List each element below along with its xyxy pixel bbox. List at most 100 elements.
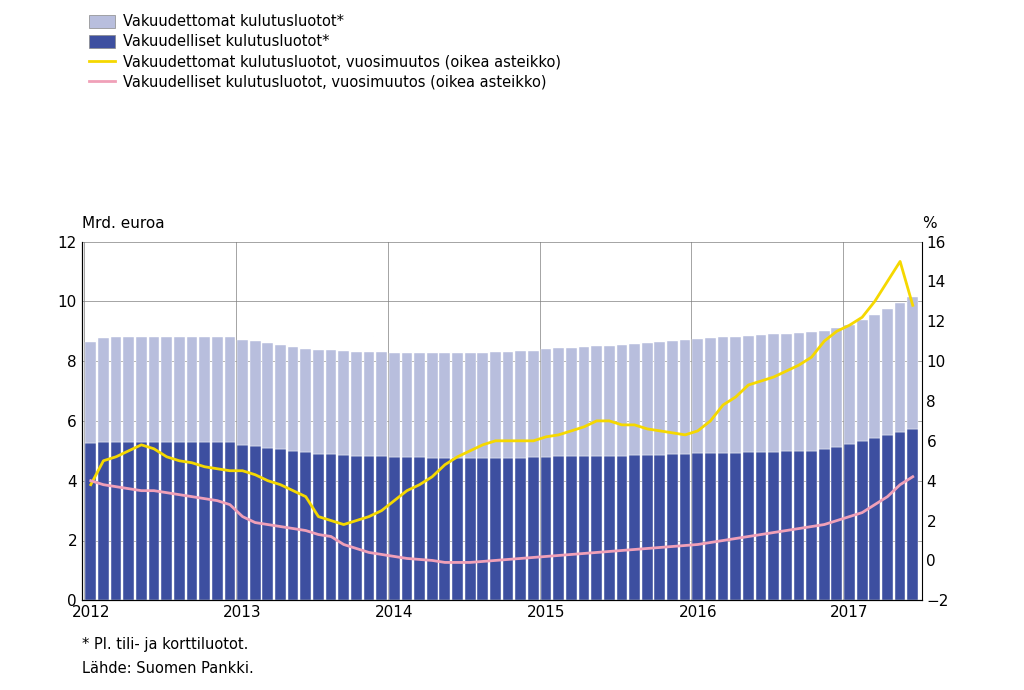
- Bar: [768, 452, 779, 600]
- Bar: [642, 455, 652, 600]
- Bar: [148, 442, 160, 600]
- Bar: [806, 333, 817, 451]
- Bar: [503, 351, 513, 457]
- Bar: [427, 457, 437, 600]
- Bar: [718, 453, 728, 600]
- Bar: [123, 337, 134, 442]
- Bar: [85, 443, 96, 600]
- Bar: [743, 453, 754, 600]
- Bar: [288, 451, 298, 600]
- Bar: [756, 452, 766, 600]
- Bar: [528, 351, 539, 457]
- Bar: [326, 455, 337, 600]
- Bar: [465, 458, 475, 600]
- Bar: [389, 457, 399, 600]
- Bar: [224, 442, 236, 600]
- Bar: [541, 457, 551, 600]
- Bar: [730, 337, 741, 453]
- Bar: [275, 449, 286, 600]
- Bar: [212, 442, 222, 600]
- Bar: [351, 456, 361, 600]
- Bar: [743, 336, 754, 453]
- Bar: [490, 458, 501, 600]
- Bar: [313, 350, 324, 454]
- Bar: [706, 453, 716, 600]
- Bar: [654, 342, 666, 455]
- Bar: [186, 442, 198, 600]
- Bar: [667, 455, 678, 600]
- Bar: [515, 457, 526, 600]
- Bar: [882, 435, 893, 600]
- Bar: [616, 455, 628, 600]
- Bar: [376, 352, 387, 456]
- Bar: [200, 337, 210, 442]
- Bar: [654, 455, 666, 600]
- Bar: [250, 341, 260, 446]
- Bar: [439, 353, 451, 458]
- Bar: [806, 451, 817, 600]
- Bar: [136, 337, 146, 442]
- Bar: [453, 458, 463, 600]
- Bar: [604, 456, 614, 600]
- Bar: [794, 333, 804, 451]
- Bar: [275, 345, 286, 449]
- Bar: [882, 309, 893, 435]
- Bar: [186, 337, 198, 442]
- Bar: [490, 353, 501, 458]
- Bar: [401, 457, 413, 600]
- Bar: [629, 455, 640, 600]
- Bar: [768, 334, 779, 452]
- Text: %: %: [923, 216, 937, 231]
- Bar: [477, 458, 488, 600]
- Bar: [566, 348, 577, 456]
- Bar: [427, 353, 437, 457]
- Legend: Vakuudettomat kulutusluotot*, Vakuudelliset kulutusluotot*, Vakuudettomat kulutu: Vakuudettomat kulutusluotot*, Vakuudelli…: [89, 14, 561, 90]
- Bar: [895, 303, 905, 432]
- Bar: [528, 457, 539, 600]
- Bar: [553, 457, 564, 600]
- Bar: [857, 320, 867, 441]
- Bar: [111, 442, 122, 600]
- Text: Mrd. euroa: Mrd. euroa: [82, 216, 165, 231]
- Bar: [85, 342, 96, 443]
- Bar: [604, 346, 614, 456]
- Bar: [98, 442, 109, 600]
- Bar: [591, 346, 602, 456]
- Bar: [869, 438, 881, 600]
- Bar: [692, 453, 703, 600]
- Bar: [389, 353, 399, 457]
- Text: * Pl. tili- ja korttiluotot.: * Pl. tili- ja korttiluotot.: [82, 637, 248, 652]
- Bar: [831, 328, 843, 447]
- Bar: [667, 342, 678, 455]
- Bar: [794, 451, 804, 600]
- Bar: [756, 335, 766, 452]
- Bar: [262, 343, 273, 448]
- Bar: [579, 347, 590, 456]
- Bar: [351, 352, 361, 456]
- Bar: [907, 297, 919, 429]
- Bar: [288, 347, 298, 451]
- Bar: [414, 457, 425, 600]
- Bar: [553, 348, 564, 457]
- Bar: [326, 351, 337, 455]
- Bar: [98, 338, 109, 442]
- Bar: [338, 455, 349, 600]
- Bar: [831, 447, 843, 600]
- Bar: [566, 456, 577, 600]
- Bar: [819, 449, 829, 600]
- Bar: [857, 441, 867, 600]
- Bar: [148, 337, 160, 442]
- Bar: [869, 315, 881, 438]
- Bar: [730, 453, 741, 600]
- Bar: [238, 339, 248, 445]
- Bar: [439, 458, 451, 600]
- Bar: [453, 353, 463, 458]
- Bar: [161, 442, 172, 600]
- Bar: [515, 351, 526, 457]
- Bar: [414, 353, 425, 457]
- Bar: [642, 343, 652, 455]
- Bar: [174, 337, 184, 442]
- Bar: [238, 445, 248, 600]
- Bar: [174, 442, 184, 600]
- Bar: [718, 337, 728, 453]
